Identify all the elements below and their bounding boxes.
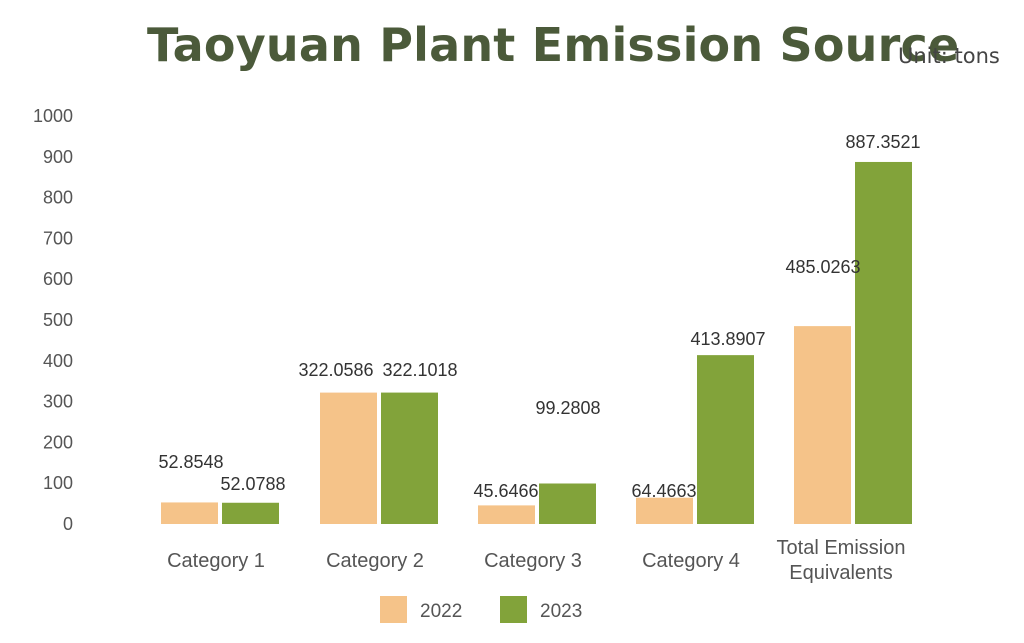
y-tick-label: 900 (43, 147, 73, 167)
legend-label-2022: 2022 (420, 601, 462, 622)
unit-label: Unit: tons (898, 44, 1000, 68)
y-tick-label: 800 (43, 188, 73, 208)
bar-2022-4 (636, 497, 693, 524)
x-category-label: Category 4 (642, 550, 740, 572)
y-tick-label: 200 (43, 432, 73, 452)
bar-2023-3 (539, 483, 596, 524)
y-tick-label: 300 (43, 392, 73, 412)
bar-2022-5 (794, 326, 851, 524)
chart-title: Taoyuan Plant Emission Source (147, 18, 960, 72)
data-label-2022-3: 45.6466 (473, 481, 538, 501)
x-category-label: Category 2 (326, 550, 424, 572)
data-label-2023-1: 52.0788 (220, 474, 285, 494)
data-label-2022-1: 52.8548 (158, 452, 223, 472)
y-tick-label: 500 (43, 310, 73, 330)
bar-2022-3 (478, 505, 535, 524)
data-label-2022-4: 64.4663 (631, 481, 696, 501)
legend-swatch-2023 (500, 596, 527, 623)
data-label-2023-5: 887.3521 (845, 132, 920, 152)
x-category-label: Category 3 (484, 550, 582, 572)
data-label-2022-2: 322.0586 (298, 360, 373, 380)
y-tick-label: 1000 (33, 106, 73, 126)
bar-2022-2 (320, 392, 377, 524)
bar-2023-1 (222, 502, 279, 524)
y-tick-label: 600 (43, 269, 73, 289)
data-label-2023-2: 322.1018 (382, 360, 457, 380)
x-category-label: Equivalents (789, 562, 892, 584)
bar-2022-1 (161, 502, 218, 524)
y-tick-label: 400 (43, 351, 73, 371)
bar-2023-5 (855, 161, 912, 525)
data-label-2023-4: 413.8907 (690, 329, 765, 349)
data-label-2023-3: 99.2808 (535, 398, 600, 418)
bar-2023-2 (381, 392, 438, 524)
x-category-label: Category 1 (167, 550, 265, 572)
bar-2023-4 (697, 355, 754, 524)
legend-label-2023: 2023 (540, 601, 582, 622)
x-category-label: Total Emission (777, 537, 906, 559)
y-tick-label: 700 (43, 228, 73, 248)
data-label-2022-5: 485.0263 (785, 257, 860, 277)
y-tick-label: 100 (43, 473, 73, 493)
legend-swatch-2022 (380, 596, 407, 623)
y-tick-label: 0 (63, 514, 73, 534)
